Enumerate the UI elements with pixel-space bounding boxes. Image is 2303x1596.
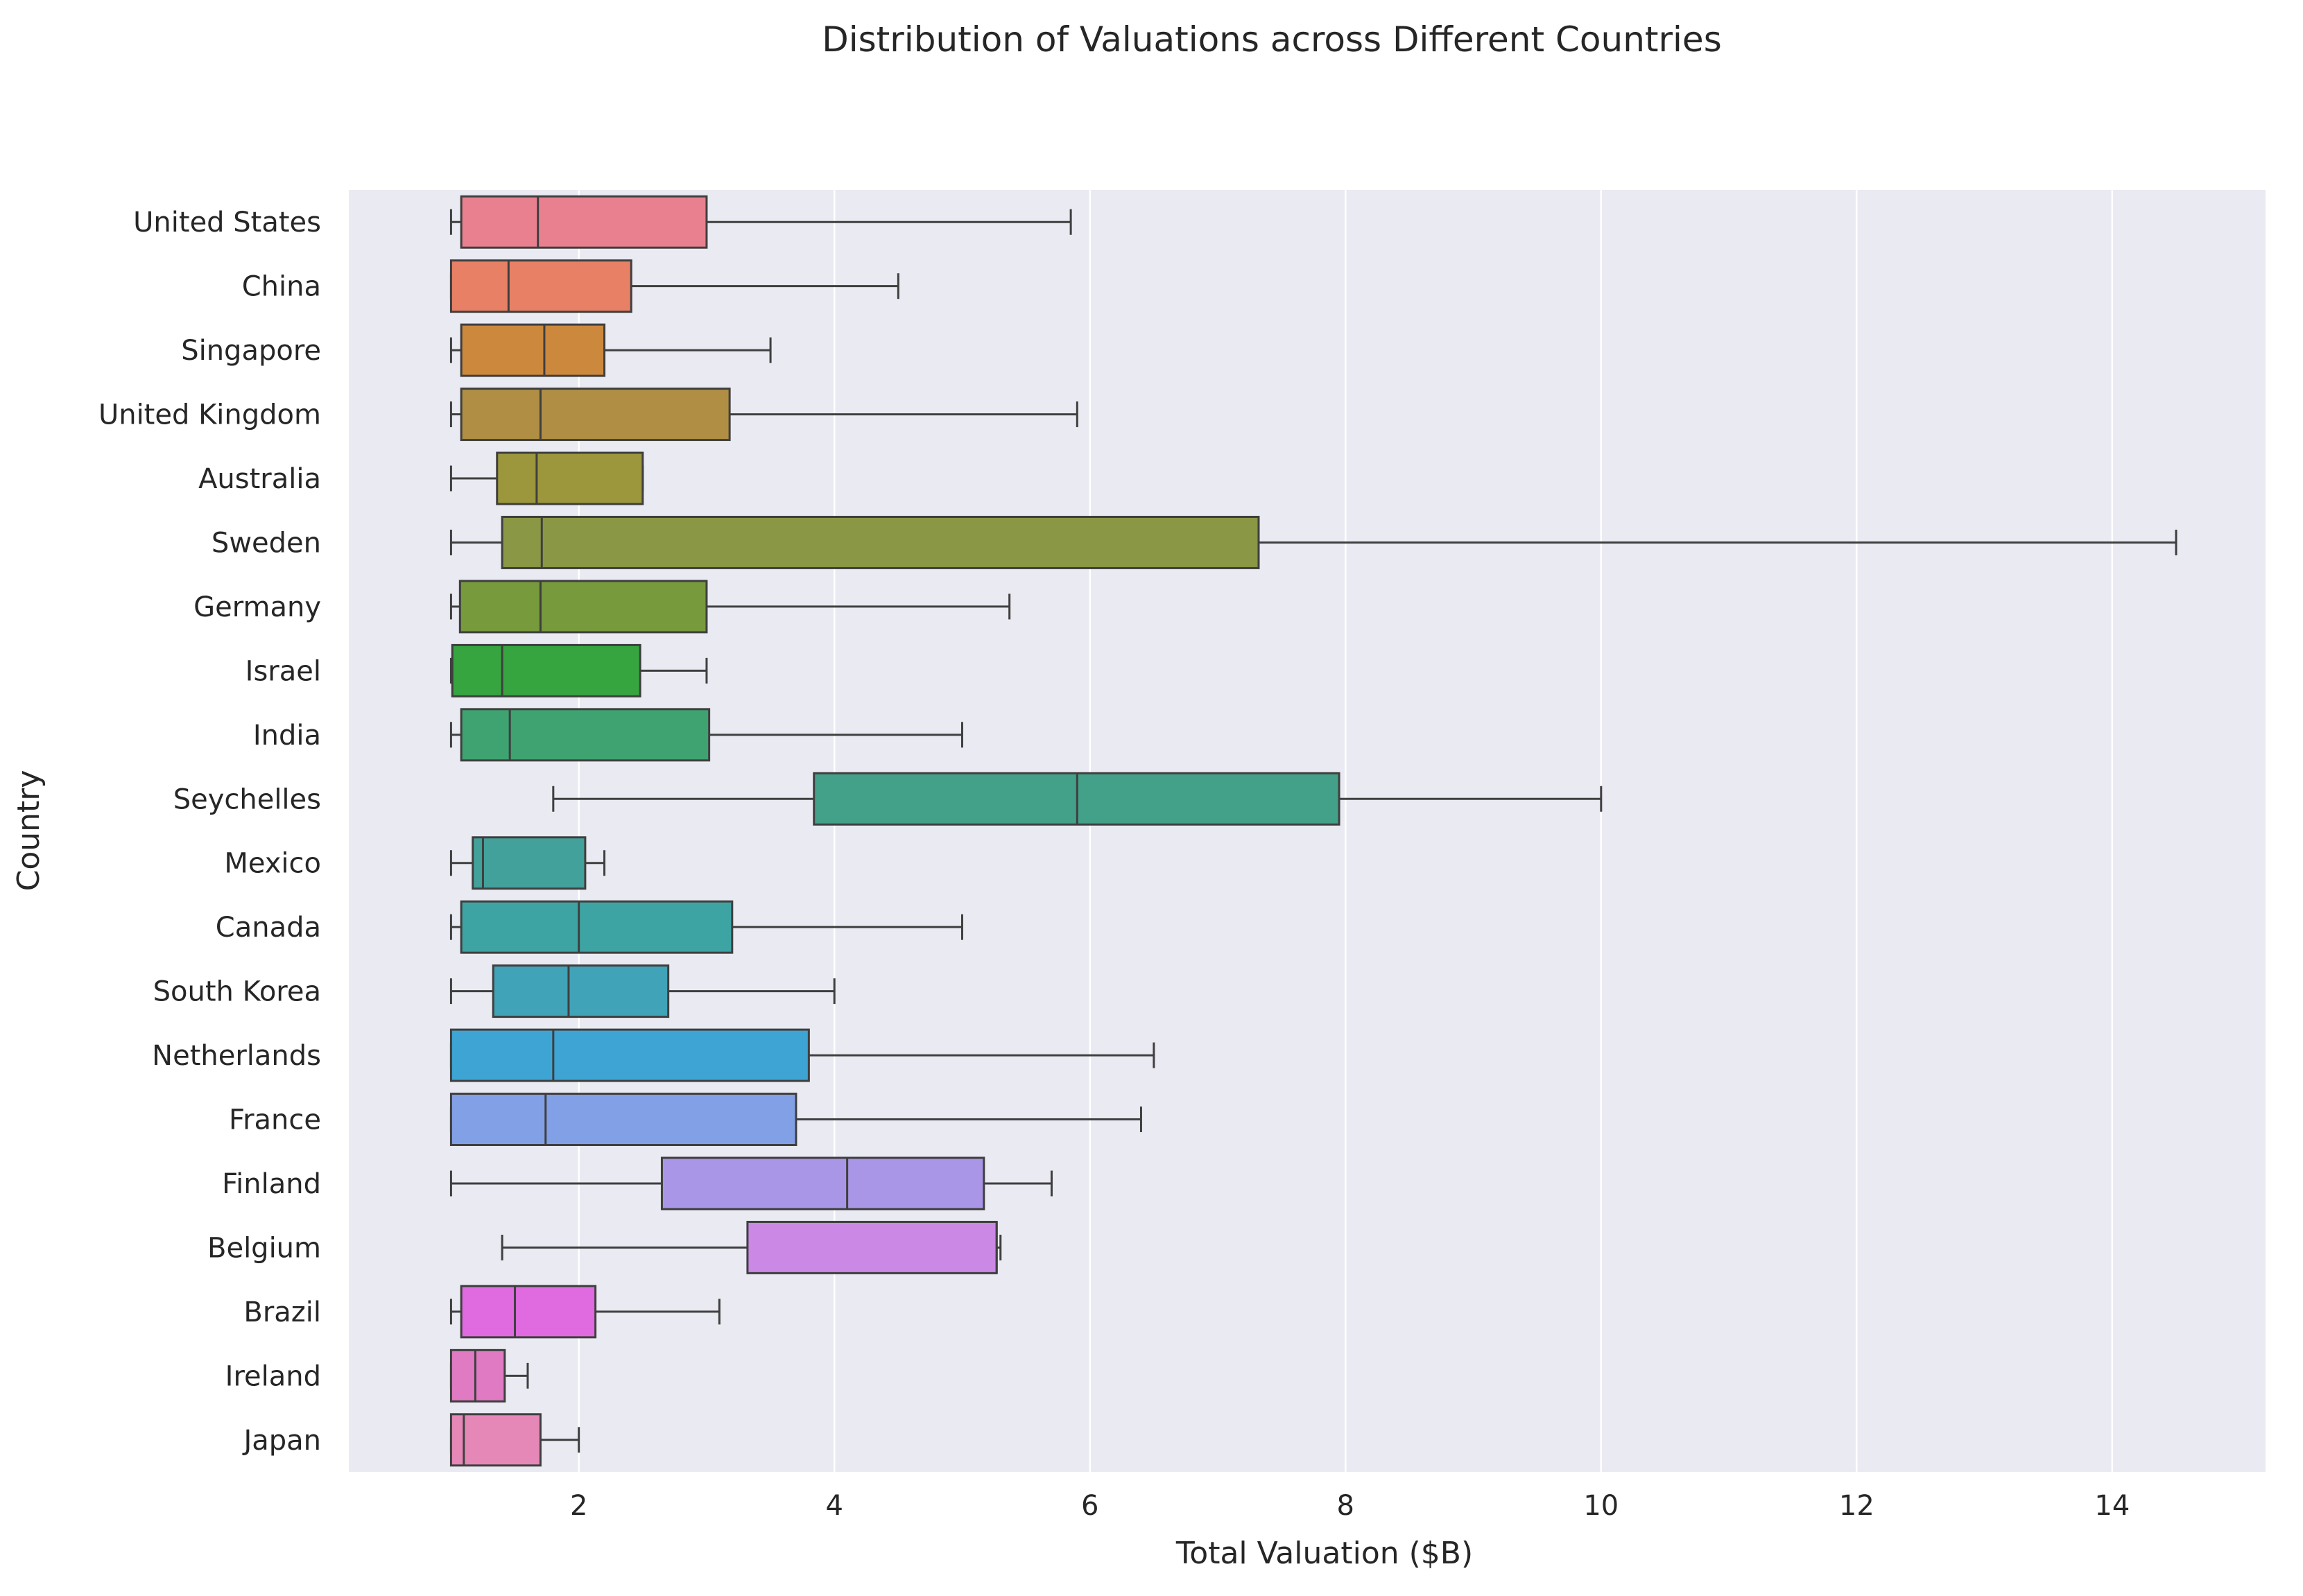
x-tick-label: 12 — [1839, 1490, 1874, 1522]
box-india — [449, 708, 963, 762]
y-tick-label: Singapore — [181, 335, 321, 367]
box-mexico — [449, 836, 606, 890]
box-finland — [449, 1156, 1053, 1211]
iqr-box — [460, 1285, 597, 1339]
gridlines — [578, 190, 2114, 1472]
x-tick-label: 10 — [1583, 1490, 1619, 1522]
box-brazil — [449, 1285, 721, 1339]
box-singapore — [449, 323, 772, 377]
iqr-box — [449, 1028, 810, 1082]
y-tick-labels: United States China Singapore United Kingdo… — [98, 207, 321, 1457]
box-australia — [449, 451, 644, 505]
y-tick-label: India — [253, 720, 321, 752]
y-tick-label: Germany — [193, 591, 321, 623]
iqr-box — [451, 643, 641, 697]
y-tick-label: Finland — [222, 1168, 321, 1200]
x-tick-label: 4 — [825, 1490, 843, 1522]
iqr-box — [460, 388, 731, 442]
box-canada — [449, 900, 963, 954]
y-tick-label: France — [229, 1104, 321, 1136]
iqr-box — [460, 323, 606, 377]
box-china — [449, 259, 899, 313]
y-tick-label: Ireland — [225, 1360, 321, 1392]
box-germany — [449, 580, 1011, 634]
box-netherlands — [449, 1028, 1155, 1082]
iqr-box — [492, 964, 670, 1018]
plot-area-background — [349, 190, 2266, 1472]
iqr-box — [449, 259, 632, 313]
y-tick-label: Canada — [216, 912, 321, 944]
box-seychelles — [552, 772, 1603, 826]
x-tick-label: 2 — [570, 1490, 587, 1522]
iqr-box — [496, 451, 644, 505]
iqr-box — [460, 195, 708, 249]
box-ireland — [449, 1348, 529, 1403]
y-tick-label: Brazil — [243, 1296, 321, 1328]
iqr-box — [460, 900, 734, 954]
y-tick-label: Seychelles — [173, 783, 321, 815]
iqr-box — [458, 580, 708, 634]
y-tick-label: Japan — [241, 1425, 321, 1457]
y-tick-label: Mexico — [224, 848, 321, 880]
y-tick-label: China — [242, 271, 321, 303]
x-tick-label: 6 — [1081, 1490, 1098, 1522]
iqr-box — [660, 1156, 985, 1211]
box-united-states — [449, 195, 1072, 249]
y-tick-label: United States — [133, 207, 321, 238]
iqr-box — [449, 1093, 797, 1147]
iqr-box — [449, 1413, 542, 1467]
iqr-box — [449, 1348, 506, 1403]
x-tick-label: 8 — [1337, 1490, 1354, 1522]
y-axis-title: Country — [11, 770, 46, 892]
x-tick-labels: 2 4 6 8 10 12 14 — [570, 1490, 2130, 1522]
box-japan — [449, 1413, 580, 1467]
x-tick-label: 14 — [2094, 1490, 2130, 1522]
y-tick-label: Australia — [198, 463, 321, 495]
iqr-box — [460, 708, 711, 762]
chart-title: Distribution of Valuations across Differ… — [822, 19, 1722, 60]
iqr-box — [472, 836, 587, 890]
iqr-box — [501, 515, 1260, 569]
box-united-kingdom — [449, 388, 1078, 442]
y-tick-label: Israel — [245, 655, 321, 687]
iqr-box — [746, 1220, 998, 1274]
y-tick-label: Belgium — [207, 1232, 321, 1264]
y-tick-label: Netherlands — [152, 1040, 321, 1072]
box-sweden — [449, 515, 2177, 569]
box-south-korea — [449, 964, 836, 1018]
y-tick-label: Sweden — [212, 527, 321, 559]
x-axis-title: Total Valuation ($B) — [1175, 1536, 1473, 1571]
box-israel — [449, 643, 708, 697]
y-tick-label: South Korea — [153, 976, 321, 1008]
box-belgium — [501, 1220, 1002, 1274]
box-series — [449, 195, 2177, 1467]
y-tick-label: United Kingdom — [98, 399, 321, 431]
box-france — [449, 1093, 1142, 1147]
